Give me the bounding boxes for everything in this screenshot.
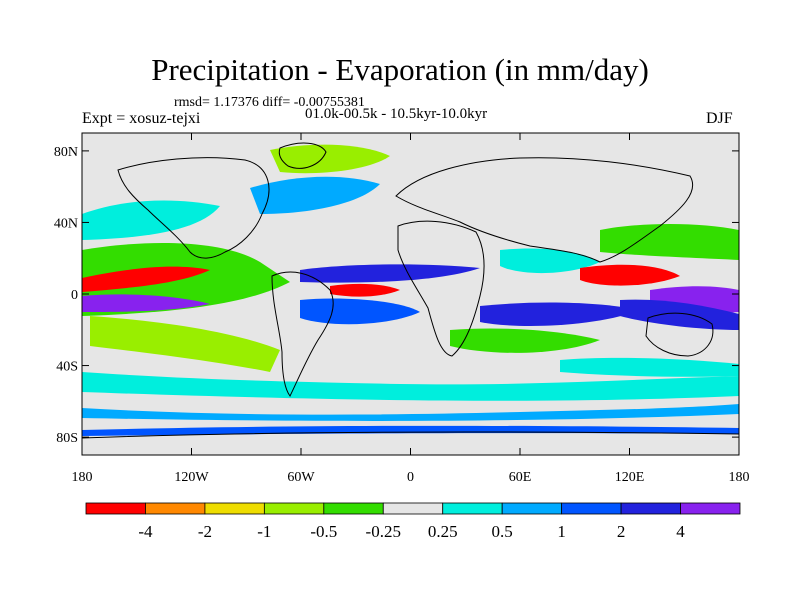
experiment-label: Expt = xosuz-tejxi [82,110,201,127]
coast-antarctica [82,431,739,439]
field-atlantic-red [330,283,400,297]
colorbar-swatch [620,502,681,515]
field-south-indian-cyan [560,357,739,377]
field-west-pacific-green [600,224,739,260]
colorbar-label: -0.5 [310,522,337,541]
stats-label: rmsd= 1.17376 diff= -0.00755381 [174,95,365,110]
lon-tick-label: 60E [509,470,532,485]
coast-greenland [278,142,327,169]
field-indian-blue [480,302,640,326]
season-label: DJF [706,110,733,127]
colorbar-label: 4 [676,522,685,541]
lon-tick-label: 60W [287,470,315,485]
lon-tick-label: 120W [174,470,209,485]
colorbar-swatch [85,502,146,515]
field-pacific-purple [82,294,210,312]
field-north-pacific-cyan [82,200,220,240]
field-north-atlantic-blue [250,176,380,214]
lat-tick-label: 40N [54,216,78,231]
chart-title: Precipitation - Evaporation (in mm/day) [151,52,649,87]
colorbar-label: 0.5 [492,522,513,541]
colorbar-label: -2 [198,522,212,541]
lon-tick-label: 120E [615,470,645,485]
lat-tick-label: 0 [71,288,78,303]
coastlines [82,142,739,439]
colorbar-swatch [382,502,444,515]
lat-tick-label: 40S [56,360,78,375]
field-south-blue [82,404,739,421]
colorbar-swatch [204,502,265,515]
coast-africa [397,220,485,357]
lat-tick-label: 80N [54,145,78,160]
map-axes: 80N 40N 0 40S 80S 180 120W 60W 0 60E 120E 180 [54,133,750,485]
colorbar-swatch [680,502,741,515]
field-north-atlantic-green [270,144,390,174]
field-south-pacific-green [90,316,280,372]
period-label: 01.0k-00.5k - 10.5kyr-10.0kyr [305,106,488,122]
field-south-cyan [82,372,739,401]
colorbar-swatch [323,502,384,515]
colorbar-swatch [442,502,503,515]
colorbar-label: -4 [138,522,153,541]
coast-australia [645,312,714,357]
colorbar-label: -0.25 [366,522,401,541]
coast-south-america [271,271,334,397]
colorbar-swatch [263,502,325,515]
colorbar-label: 0.25 [428,522,458,541]
field-indian-green [450,328,600,353]
colorbar-swatch [561,502,622,515]
colorbar-swatch [145,502,206,515]
colorbar-swatch [501,502,563,515]
precip-field [82,144,739,436]
lon-tick-label: 0 [407,470,414,485]
colorbar-label: -1 [257,522,271,541]
coast-north-america [117,157,270,259]
coast-eurasia [395,157,694,263]
lon-tick-label: 180 [72,470,93,485]
field-africa-cyan [500,248,600,274]
colorbar: -4 -2 -1 -0.5 -0.25 0.25 0.5 1 2 4 [85,502,741,541]
colorbar-label: 1 [557,522,566,541]
lon-tick-label: 180 [729,470,750,485]
field-atlantic-itcz-blue [300,264,480,283]
field-pacific-red [82,266,210,292]
field-maritime-red [580,264,680,286]
lat-tick-label: 80S [56,431,78,446]
colorbar-label: 2 [617,522,626,541]
